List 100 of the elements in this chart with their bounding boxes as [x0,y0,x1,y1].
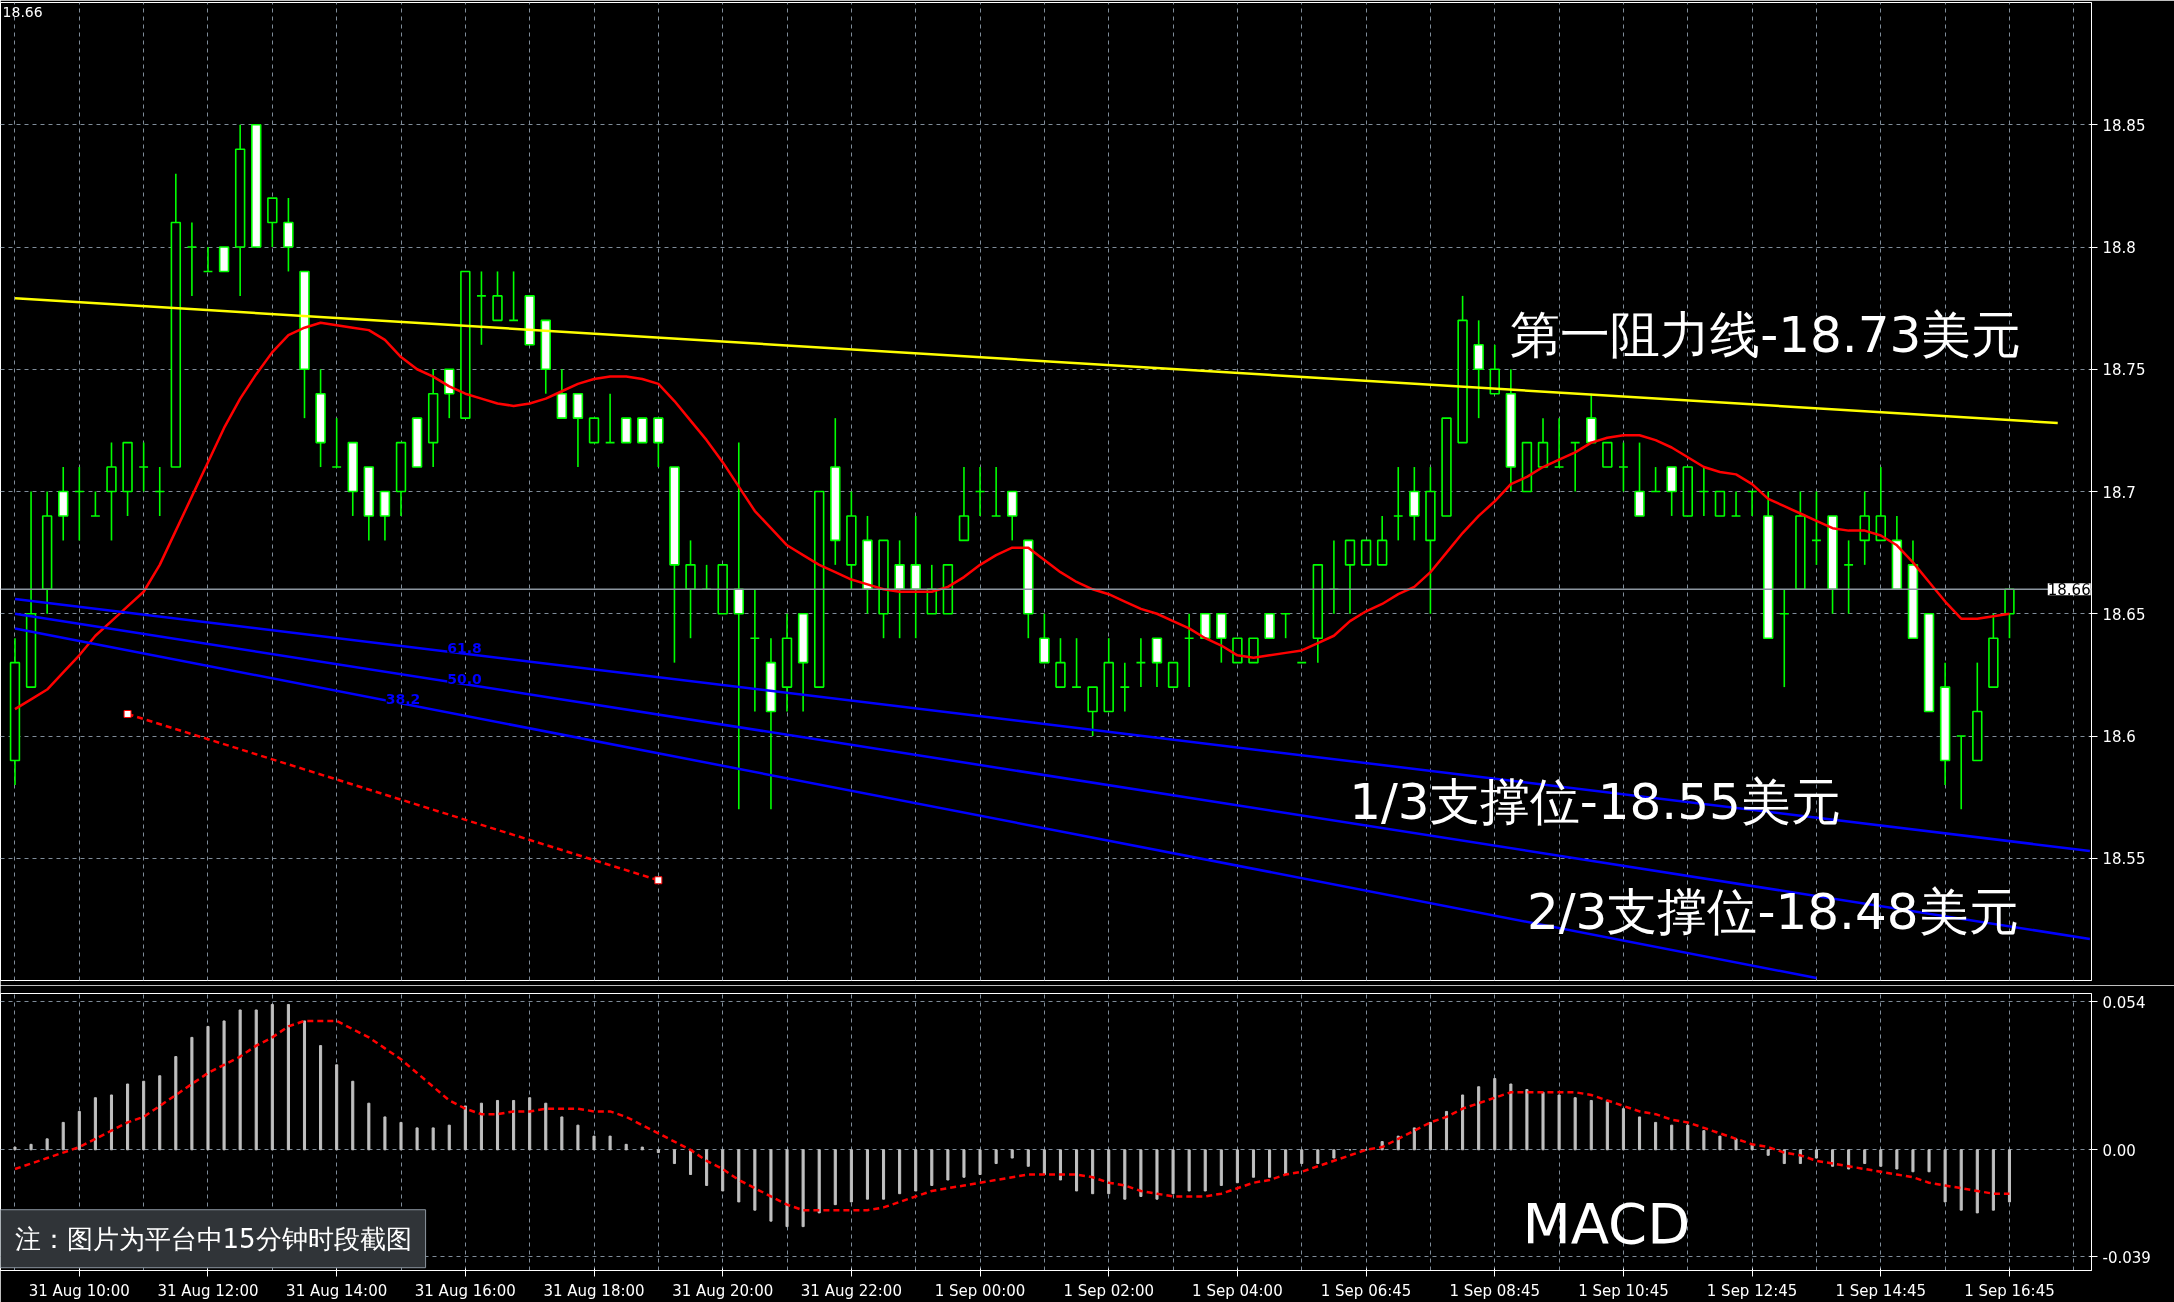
bar [351,1080,355,1151]
bar [1461,1094,1465,1151]
bar [1107,1149,1111,1195]
bar [13,1146,17,1151]
bar [93,1097,97,1151]
bar [61,1121,65,1151]
x-tick-label: 31 Aug 20:00 [672,1281,774,1300]
bar [1991,1149,1995,1211]
bar [1943,1149,1947,1203]
bar [1766,1149,1770,1156]
bar [994,1149,998,1165]
x-tick-label: 31 Aug 10:00 [28,1281,130,1300]
bar [592,1135,596,1151]
bar [77,1110,81,1151]
bar [882,1149,886,1200]
bar [1654,1121,1658,1151]
bar [1444,1110,1449,1151]
bar [721,1149,725,1192]
bar [1010,1149,1014,1159]
bar [1123,1149,1127,1200]
bar [1557,1094,1561,1151]
bar [1975,1149,1979,1214]
x-tick-label: 31 Aug 14:00 [286,1281,388,1300]
bar [1332,1149,1336,1159]
x-tick-label: 1 Sep 10:45 [1578,1281,1669,1300]
bar [608,1135,612,1151]
bar [1203,1149,1207,1192]
bar [1155,1149,1159,1200]
bar [688,1149,693,1176]
y-tick-label: 0.00 [2102,1141,2136,1160]
bar [1863,1149,1867,1165]
bar [512,1099,516,1151]
bar [1268,1149,1272,1178]
bar [1959,1149,1963,1211]
bar [946,1149,950,1181]
bar [833,1149,837,1206]
bar [1718,1135,1722,1151]
bar [1187,1149,1191,1192]
bar [672,1149,676,1165]
bar [1621,1108,1625,1151]
bar [1026,1149,1030,1167]
bar [1493,1078,1497,1151]
bar [930,1149,934,1186]
bar [785,1149,789,1228]
bar [109,1094,114,1151]
bar [1686,1124,1690,1151]
bar [576,1124,580,1151]
bar [528,1097,532,1151]
bar [978,1149,982,1176]
bar [415,1127,419,1151]
x-tick-label: 1 Sep 14:45 [1835,1281,1927,1300]
annotation: 18.66 [2,4,43,21]
x-tick-label: 1 Sep 00:00 [934,1281,1026,1300]
bar [319,1045,323,1151]
x-tick-label: 1 Sep 04:00 [1192,1281,1283,1300]
bar [1284,1149,1288,1176]
bar [1316,1149,1320,1165]
series-label: 50.0 [447,670,483,687]
bar [1879,1149,1883,1167]
bar [1428,1121,1432,1151]
bar [254,1009,258,1151]
bar [1605,1099,1609,1151]
bar [817,1149,821,1214]
bar [174,1056,178,1151]
x-tick-label: 1 Sep 06:45 [1320,1281,1412,1300]
bar [45,1138,49,1151]
bar [1670,1124,1674,1151]
x-tick-label: 31 Aug 16:00 [414,1281,516,1300]
bar [898,1149,902,1195]
bar [270,1003,274,1151]
bar [1509,1083,1513,1151]
bar [656,1149,660,1154]
bar [1911,1149,1915,1173]
bar [1589,1099,1593,1151]
bar [1573,1097,1577,1151]
bar [1091,1149,1095,1195]
bar [158,1075,162,1151]
bar [206,1025,210,1151]
bar [769,1149,773,1222]
bar [479,1102,483,1151]
y-tick-label: 18.6 [2102,728,2136,746]
bar [335,1064,339,1151]
bar [1075,1149,1079,1192]
bar [1300,1149,1304,1165]
y-tick-label: -0.039 [2102,1248,2151,1267]
x-tick-label: 31 Aug 12:00 [157,1281,259,1300]
bar [705,1149,709,1186]
annotation: MACD [1522,1190,1691,1256]
bar [640,1146,644,1151]
y-tick-label: 18.55 [2102,850,2146,869]
x-tick-label: 1 Sep 08:45 [1449,1281,1541,1300]
y-tick-label: 18.75 [2102,361,2146,380]
bar [383,1116,387,1151]
bar [1895,1149,1899,1170]
bar [1927,1149,1931,1173]
bar [1219,1149,1223,1186]
x-tick-label: 1 Sep 02:00 [1063,1281,1155,1300]
bar [1477,1086,1481,1151]
y-tick-label: 18.8 [2102,239,2136,257]
x-tick-label: 31 Aug 22:00 [800,1281,902,1300]
